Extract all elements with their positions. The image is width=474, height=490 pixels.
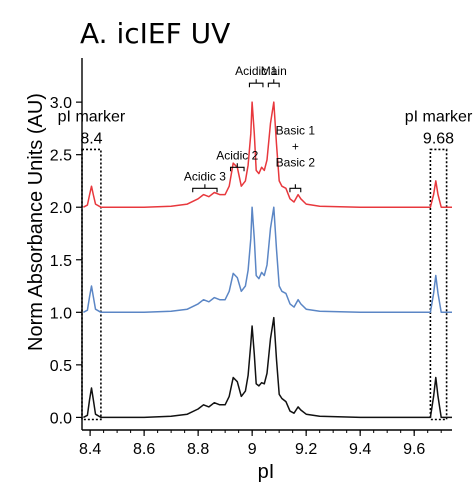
x-tick-label: 8.4 bbox=[79, 441, 101, 458]
x-tick-label: 9 bbox=[248, 441, 257, 458]
y-tick-label: 2.0 bbox=[50, 200, 72, 217]
pi-marker-label: pI marker bbox=[405, 108, 473, 125]
y-tick-label: 0.0 bbox=[50, 410, 72, 427]
x-axis-label: pI bbox=[258, 461, 275, 483]
series-line-2 bbox=[83, 206, 452, 314]
pi-marker-label: pI marker bbox=[58, 108, 126, 125]
x-tick-label: 8.6 bbox=[133, 441, 155, 458]
pi-marker-value: 8.4 bbox=[80, 130, 102, 147]
annotation-label: + bbox=[292, 139, 299, 153]
series-group bbox=[83, 101, 452, 419]
annotation-bracket bbox=[229, 163, 245, 172]
series-line-1 bbox=[83, 101, 452, 208]
y-tick-label: 2.5 bbox=[50, 148, 72, 165]
y-tick-label: 1.0 bbox=[50, 305, 72, 322]
x-tick-label: 9.6 bbox=[403, 441, 425, 458]
annotation-label: Main bbox=[261, 64, 287, 78]
axes: 0.0 0.5 1.0 1.5 2.0 2.5 3.0 8.4 8.6 8.8 9 9.2 9.4 9.6 bbox=[50, 58, 452, 458]
annotation-bracket bbox=[267, 79, 280, 88]
pi-marker-boxes: pI marker 8.4 pI marker 9.68 bbox=[58, 108, 473, 421]
y-tick-label: 1.5 bbox=[50, 253, 72, 270]
annotation-label: Basic 1 bbox=[276, 123, 316, 137]
pi-marker-box bbox=[81, 148, 102, 421]
annotation-bracket bbox=[248, 79, 264, 88]
annotation-label: Acidic 3 bbox=[184, 169, 226, 183]
y-tick-label: 0.5 bbox=[50, 358, 72, 375]
series-line-3 bbox=[83, 316, 452, 419]
pi-marker-value: 9.68 bbox=[423, 130, 454, 147]
x-tick-label: 9.2 bbox=[295, 441, 317, 458]
x-tick-label: 8.8 bbox=[187, 441, 209, 458]
chart-title: A. icIEF UV bbox=[80, 17, 230, 50]
annotation-bracket bbox=[289, 184, 302, 193]
y-axis-label: Norm Absorbance Units (AU) bbox=[25, 93, 47, 351]
y-tick-label: 3.0 bbox=[50, 95, 72, 112]
x-tick-label: 9.4 bbox=[349, 441, 371, 458]
annotation-label: Basic 2 bbox=[276, 155, 316, 169]
annotation-label: Acidic 2 bbox=[216, 148, 258, 162]
pi-marker-box bbox=[429, 148, 448, 421]
annotation-bracket bbox=[192, 184, 218, 193]
annotation-label: Acidic 1 bbox=[235, 64, 277, 78]
